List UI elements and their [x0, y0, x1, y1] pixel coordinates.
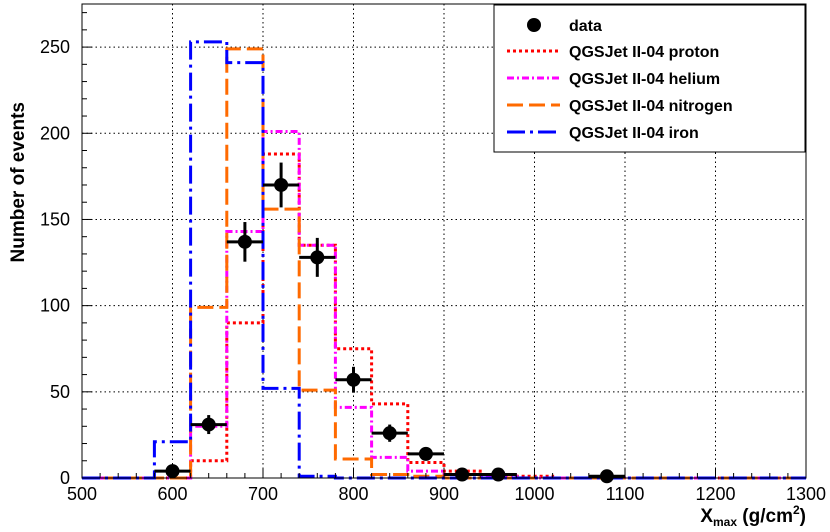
x-axis-title: Xmax (g/cm2): [700, 503, 806, 529]
data-point: [418, 446, 433, 461]
y-tick-label: 0: [60, 468, 70, 488]
data-point: [382, 426, 397, 441]
legend-label-proton: QGSJet II-04 proton: [569, 44, 719, 61]
data-point: [201, 417, 216, 432]
y-tick-label: 100: [40, 296, 70, 316]
y-tick-label: 250: [40, 37, 70, 57]
x-axis-title-units: (g/cm: [737, 506, 793, 527]
legend-label-data: data: [569, 18, 602, 35]
x-axis-title-main: X: [700, 506, 713, 527]
x-axis-title-sup: 2: [793, 503, 800, 517]
data-points: [154, 162, 625, 484]
x-tick-label: 600: [157, 484, 187, 504]
x-tick-label: 1100: [606, 484, 645, 504]
legend-label-nitrogen: QGSJet II-04 nitrogen: [569, 98, 733, 115]
data-point: [274, 177, 289, 192]
y-axis-title: Number of events: [8, 102, 29, 262]
axes: 500 600 700 800 900 1000 1100 1200 1300 0 50 100 150…: [40, 12, 826, 504]
x-axis-title-close: ): [800, 506, 806, 527]
x-axis-title-sub: max: [713, 515, 737, 529]
y-tick-label: 50: [50, 382, 70, 402]
legend-label-iron: QGSJet II-04 iron: [569, 125, 699, 142]
legend-marker-data: [527, 18, 541, 32]
legend-label-helium: QGSJet II-04 helium: [569, 71, 720, 88]
legend: data QGSJet II-04 proton QGSJet II-04 he…: [493, 4, 806, 153]
x-tick-label: 1000: [514, 484, 554, 504]
data-point: [237, 234, 252, 249]
x-tick-label: 500: [67, 484, 97, 504]
x-tick-label: 800: [338, 484, 368, 504]
x-tick-label: 700: [248, 484, 278, 504]
x-tick-label: 1300: [786, 484, 826, 504]
x-tick-label: 1200: [695, 484, 735, 504]
legend-box: [493, 4, 806, 153]
data-point: [310, 250, 325, 265]
data-point: [346, 372, 361, 387]
x-tick-label: 900: [429, 484, 459, 504]
y-tick-label: 150: [40, 209, 70, 229]
y-tick-label: 200: [40, 123, 70, 143]
